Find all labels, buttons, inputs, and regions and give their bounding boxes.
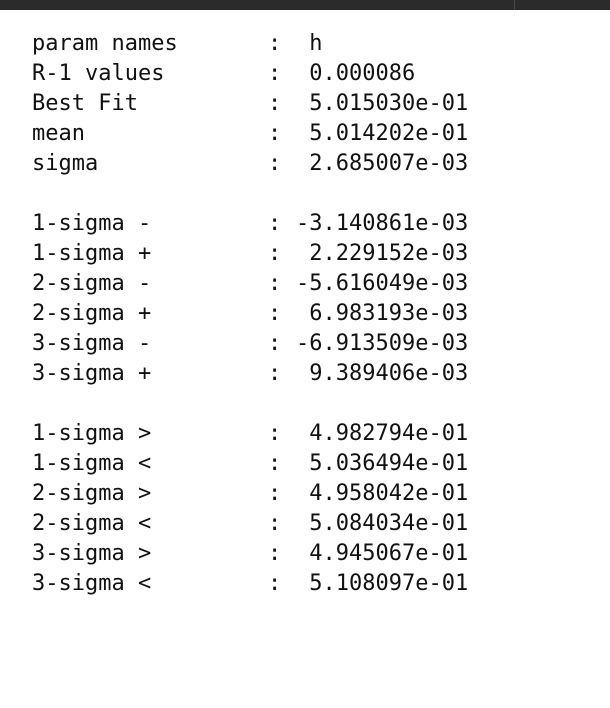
top-toolbar-strip: [0, 0, 610, 10]
separator: :: [268, 121, 282, 146]
separator: :: [268, 31, 282, 56]
separator: :: [268, 241, 282, 266]
param-value: 5.108097e-01: [296, 571, 469, 596]
output-row: R-1 values: 0.000086: [32, 59, 592, 89]
param-label: 1-sigma <: [32, 451, 152, 476]
param-label: 3-sigma <: [32, 571, 152, 596]
param-label: 2-sigma -: [32, 271, 152, 296]
separator: :: [268, 331, 282, 356]
output-row: Best Fit: 5.015030e-01: [32, 89, 592, 119]
param-label: param names: [32, 31, 178, 56]
separator: :: [268, 421, 282, 446]
param-value: -5.616049e-03: [296, 271, 469, 296]
output-row: 3-sigma -: -6.913509e-03: [32, 329, 592, 359]
output-row: 3-sigma <: 5.108097e-01: [32, 569, 592, 599]
output-row: 1-sigma >: 4.982794e-01: [32, 419, 592, 449]
param-value: -6.913509e-03: [296, 331, 469, 356]
separator: :: [268, 571, 282, 596]
param-value: 5.015030e-01: [296, 91, 469, 116]
text-output: param names: h R-1 values: 0.000086 Best F…: [32, 29, 592, 599]
param-label: mean: [32, 121, 85, 146]
separator: :: [268, 361, 282, 386]
param-value: 4.982794e-01: [296, 421, 469, 446]
param-label: 1-sigma +: [32, 241, 152, 266]
blank-line: [32, 389, 592, 419]
param-value: 2.685007e-03: [296, 151, 469, 176]
separator: :: [268, 61, 282, 86]
param-value: h: [296, 31, 323, 56]
output-row: 3-sigma >: 4.945067e-01: [32, 539, 592, 569]
param-label: 2-sigma +: [32, 301, 152, 326]
param-value: 5.036494e-01: [296, 451, 469, 476]
separator: :: [268, 271, 282, 296]
param-label: sigma: [32, 151, 99, 176]
param-label: 1-sigma >: [32, 421, 152, 446]
output-row: 2-sigma <: 5.084034e-01: [32, 509, 592, 539]
param-label: 3-sigma >: [32, 541, 152, 566]
param-value: -3.140861e-03: [296, 211, 469, 236]
toolbar-divider: [514, 0, 515, 10]
param-value: 0.000086: [296, 61, 416, 86]
output-row: 1-sigma <: 5.036494e-01: [32, 449, 592, 479]
separator: :: [268, 481, 282, 506]
output-row: 1-sigma -: -3.140861e-03: [32, 209, 592, 239]
param-label: 1-sigma -: [32, 211, 152, 236]
separator: :: [268, 511, 282, 536]
output-row: 2-sigma -: -5.616049e-03: [32, 269, 592, 299]
separator: :: [268, 301, 282, 326]
param-value: 4.958042e-01: [296, 481, 469, 506]
param-label: 3-sigma +: [32, 361, 152, 386]
output-row: sigma: 2.685007e-03: [32, 149, 592, 179]
blank-line: [32, 179, 592, 209]
param-label: R-1 values: [32, 61, 165, 86]
separator: :: [268, 151, 282, 176]
param-label: 3-sigma -: [32, 331, 152, 356]
param-value: 5.084034e-01: [296, 511, 469, 536]
param-value: 6.983193e-03: [296, 301, 469, 326]
param-value: 2.229152e-03: [296, 241, 469, 266]
output-row: param names: h: [32, 29, 592, 59]
separator: :: [268, 541, 282, 566]
param-label: Best Fit: [32, 91, 138, 116]
param-label: 2-sigma >: [32, 481, 152, 506]
output-row: 1-sigma +: 2.229152e-03: [32, 239, 592, 269]
output-row: 2-sigma +: 6.983193e-03: [32, 299, 592, 329]
param-value: 9.389406e-03: [296, 361, 469, 386]
separator: :: [268, 91, 282, 116]
param-value: 4.945067e-01: [296, 541, 469, 566]
param-label: 2-sigma <: [32, 511, 152, 536]
separator: :: [268, 451, 282, 476]
output-row: mean: 5.014202e-01: [32, 119, 592, 149]
separator: :: [268, 211, 282, 236]
output-row: 2-sigma >: 4.958042e-01: [32, 479, 592, 509]
output-row: 3-sigma +: 9.389406e-03: [32, 359, 592, 389]
param-value: 5.014202e-01: [296, 121, 469, 146]
